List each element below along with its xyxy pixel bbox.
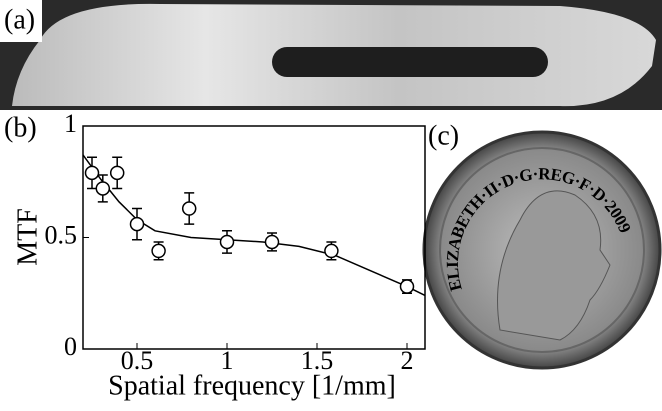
data-point	[219, 234, 235, 250]
y-tick-label: 0	[64, 332, 77, 361]
panel-label: (c)	[428, 120, 459, 151]
x-axis-label: Spatial frequency [1/mm]	[108, 370, 396, 401]
y-axis-label: MTF	[12, 208, 43, 266]
x-tick-label: 1	[221, 346, 234, 375]
data-point	[324, 243, 339, 259]
coin-portrait	[497, 190, 611, 341]
data-point	[264, 234, 280, 250]
label-bg	[0, 0, 42, 42]
plot-frame	[82, 125, 426, 350]
data-point	[151, 243, 166, 259]
y-tick-label: 0.5	[45, 220, 78, 249]
data-point	[95, 181, 111, 196]
data-point	[109, 165, 125, 181]
x-tick-label: 1.5	[301, 346, 334, 375]
scalpel-slot	[272, 47, 548, 77]
panel-label: (a)	[4, 4, 35, 35]
x-tick-label: 0.5	[121, 346, 154, 375]
data-point	[129, 216, 145, 232]
panel-label: (b)	[4, 112, 37, 143]
data-point	[181, 201, 197, 216]
x-tick-label: 2	[401, 346, 414, 375]
y-tick-label: 1	[64, 109, 77, 138]
data-point	[84, 165, 100, 181]
data-point	[399, 279, 415, 294]
coin-rim	[439, 147, 645, 353]
